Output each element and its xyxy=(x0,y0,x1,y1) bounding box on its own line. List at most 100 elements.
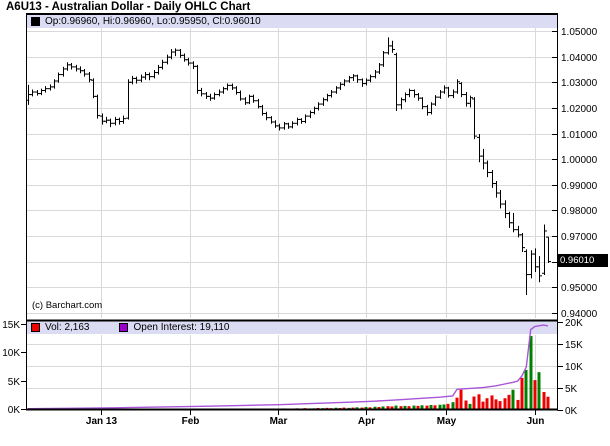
volume-bar xyxy=(390,406,394,409)
volume-bar xyxy=(455,397,459,409)
volume-axis-labels: 15K 10K 5K 0K 20K 15K 10K 5K 0K xyxy=(2,318,583,417)
volume-bar xyxy=(407,406,411,409)
month-axis-labels: Jan 13 Feb Mar Apr May Jun xyxy=(86,410,545,427)
volume-bar xyxy=(351,407,355,409)
volume-bar xyxy=(498,401,502,409)
volume-bar xyxy=(446,403,450,409)
ohlc-legend-text: Op:0.96960, Hi:0.96960, Lo:0.95950, Cl:0… xyxy=(45,16,261,27)
volume-bar xyxy=(429,405,433,409)
volume-bar xyxy=(507,394,511,409)
volume-bar xyxy=(347,407,351,409)
price-tick-label: 1.01000 xyxy=(561,130,598,141)
volume-bar xyxy=(403,405,407,409)
volume-bar xyxy=(490,395,494,409)
volume-bar xyxy=(355,407,359,409)
last-price-label: 0.96010 xyxy=(558,254,608,267)
volume-bar xyxy=(342,407,346,409)
volume-bars xyxy=(264,335,550,409)
price-tick-label: 0.94000 xyxy=(561,309,598,320)
volume-legend-swatch-icon xyxy=(31,323,40,332)
volume-bar xyxy=(477,394,481,409)
oi-right-tick-label: 20K xyxy=(565,318,583,329)
month-label: Mar xyxy=(270,416,288,427)
price-tick-label: 0.97000 xyxy=(561,232,598,243)
volume-bar xyxy=(386,406,390,409)
price-tick-label: 1.03000 xyxy=(561,78,598,89)
legend-strips xyxy=(26,14,558,334)
ohlc-bars xyxy=(26,37,551,296)
price-ohlc-legend: Op:0.96960, Hi:0.96960, Lo:0.95950, Cl:0… xyxy=(31,16,261,27)
volume-bar xyxy=(494,399,498,409)
volume-bar xyxy=(542,392,546,409)
price-tick-label: 0.98000 xyxy=(561,206,598,217)
open-interest-line xyxy=(27,324,549,410)
volume-bar xyxy=(442,404,446,409)
volume-bar xyxy=(364,407,368,409)
price-tick-label: 1.05000 xyxy=(561,27,598,38)
month-label: Feb xyxy=(182,416,200,427)
gridlines xyxy=(26,28,558,409)
volume-bar xyxy=(377,407,381,409)
volume-bar xyxy=(360,407,364,409)
price-axis-labels: 1.05000 1.04000 1.03000 1.02000 1.01000 1.000… xyxy=(552,27,598,320)
chart-title: A6U13 - Australian Dollar - Daily OHLC C… xyxy=(6,1,251,13)
oi-right-tick-label: 15K xyxy=(565,340,583,351)
oi-line xyxy=(27,324,549,410)
month-label: May xyxy=(437,416,457,427)
volume-left-tick-label: 10K xyxy=(2,348,20,359)
volume-bar xyxy=(485,398,489,409)
price-tick-label: 0.99000 xyxy=(561,181,598,192)
barchart-watermark: (c) Barchart.com xyxy=(32,300,103,311)
volume-bar xyxy=(529,335,533,409)
volume-bar xyxy=(468,403,472,409)
month-label: Jan 13 xyxy=(86,416,118,427)
volume-bar xyxy=(420,405,424,409)
volume-bar xyxy=(368,407,372,409)
oi-legend-swatch-icon xyxy=(119,323,129,332)
volume-bar xyxy=(524,369,528,409)
volume-bar xyxy=(516,399,520,409)
volume-bar xyxy=(472,396,476,409)
volume-bar xyxy=(325,407,329,409)
volume-bar xyxy=(511,389,515,409)
volume-bar xyxy=(416,405,420,409)
oi-legend-text: Open Interest: 19,110 xyxy=(133,322,230,333)
volume-bar xyxy=(533,380,537,409)
volume-bar xyxy=(459,389,463,409)
volume-bar xyxy=(425,405,429,409)
volume-bar xyxy=(412,405,416,409)
ohlc-legend-swatch-icon xyxy=(31,17,40,26)
axes xyxy=(26,13,558,411)
price-tick-label: 1.00000 xyxy=(561,155,598,166)
volume-bar xyxy=(373,406,377,409)
volume-bar xyxy=(433,405,437,409)
volume-left-tick-label: 15K xyxy=(2,320,20,331)
volume-legend-text: Vol: 2,163 xyxy=(45,322,90,333)
volume-left-tick-label: 5K xyxy=(8,377,21,388)
volume-bar xyxy=(338,407,342,409)
volume-bar xyxy=(334,407,338,409)
month-label: Apr xyxy=(358,416,375,427)
volume-left-tick-label: 0K xyxy=(8,405,21,416)
volume-bar xyxy=(399,406,403,409)
volume-bar xyxy=(451,402,455,409)
volume-bar xyxy=(394,405,398,409)
oi-legend-item: Open Interest: 19,110 xyxy=(119,322,229,333)
price-tick-label: 0.95000 xyxy=(561,283,598,294)
price-tick-label: 1.04000 xyxy=(561,53,598,64)
volume-bar xyxy=(438,404,442,409)
oi-right-tick-label: 10K xyxy=(565,362,583,373)
volume-bar xyxy=(481,401,485,409)
volume-bar xyxy=(520,377,524,409)
volume-oi-legend: Vol: 2,163 Open Interest: 19,110 xyxy=(31,322,229,333)
volume-bar xyxy=(503,398,507,409)
volume-bar xyxy=(464,400,468,409)
volume-bar xyxy=(546,396,550,409)
oi-right-tick-label: 5K xyxy=(565,384,578,395)
volume-bar xyxy=(316,407,320,409)
oi-right-tick-label: 0K xyxy=(565,406,578,417)
month-label: Jun xyxy=(527,416,545,427)
price-tick-label: 1.02000 xyxy=(561,104,598,115)
